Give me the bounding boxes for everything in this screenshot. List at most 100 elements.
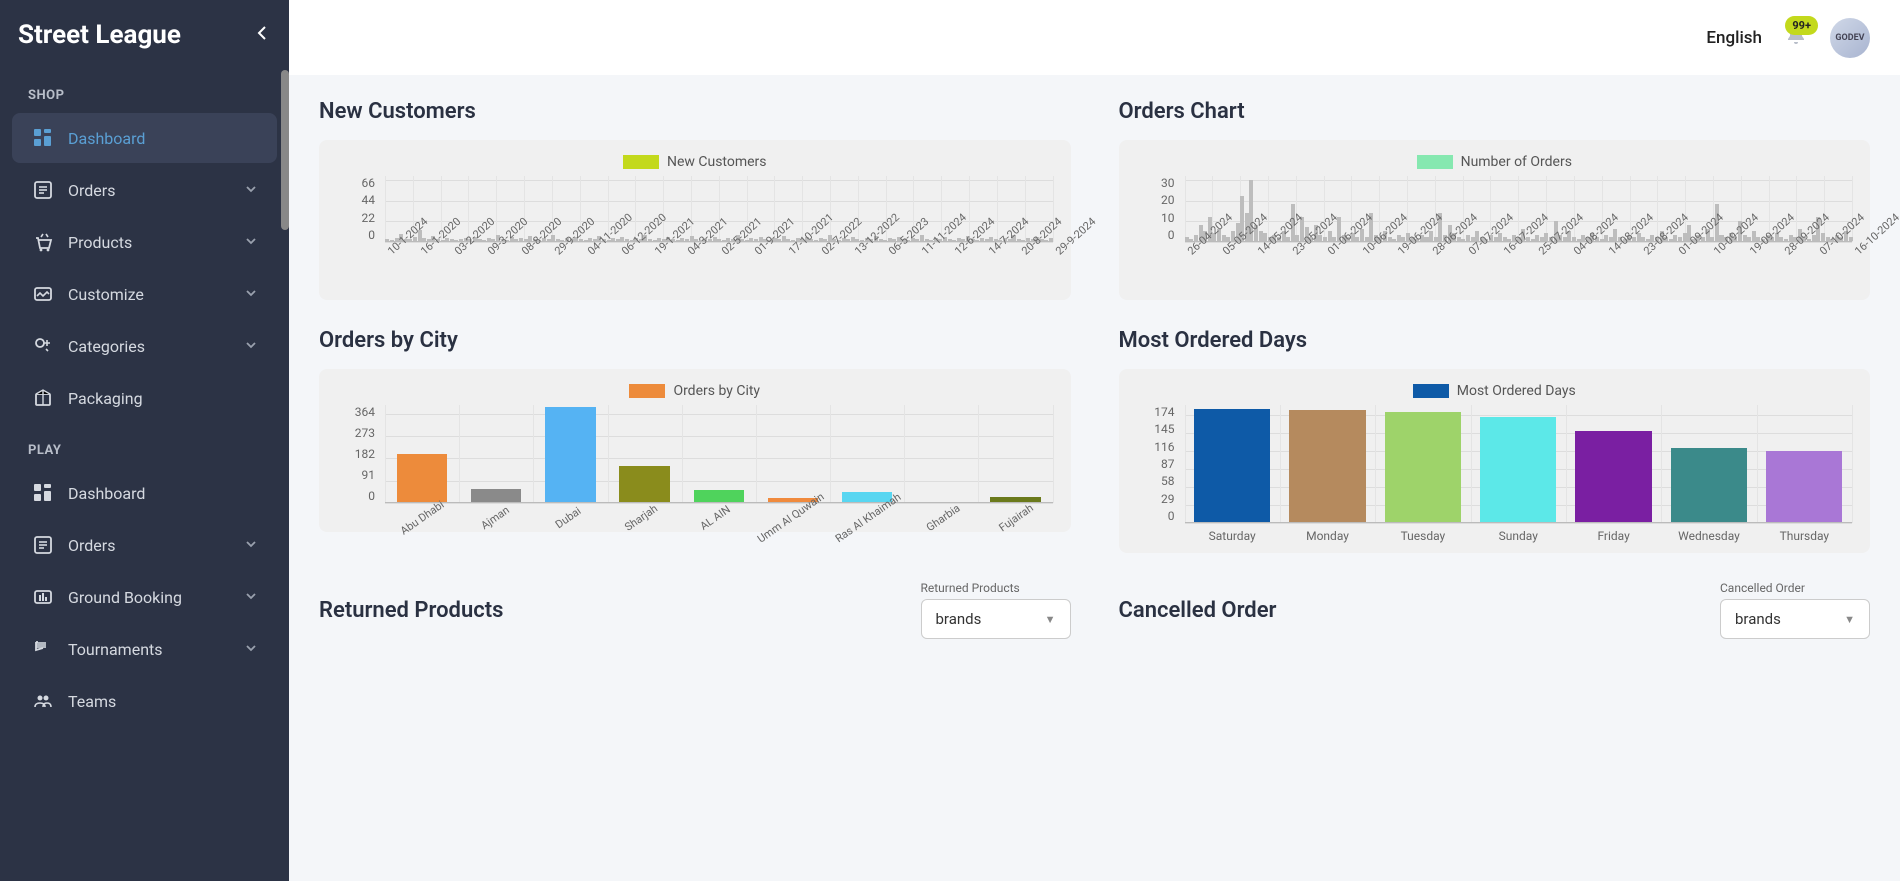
legend-label: Most Ordered Days bbox=[1457, 383, 1576, 399]
cancelled-order-title: Cancelled Order bbox=[1119, 598, 1277, 623]
user-avatar[interactable]: GODEV bbox=[1830, 18, 1870, 58]
bar bbox=[1575, 431, 1651, 522]
sidebar-item-ground-booking[interactable]: Ground Booking bbox=[12, 572, 277, 622]
bar bbox=[888, 238, 892, 241]
bar bbox=[1286, 237, 1290, 241]
bar bbox=[920, 235, 924, 241]
sidebar-item-label: Teams bbox=[68, 692, 257, 711]
chevron-down-icon bbox=[245, 538, 257, 553]
content: New Customers New Customers 6644220 bbox=[289, 75, 1900, 881]
cancelled-order-select-label: Cancelled Order bbox=[1720, 581, 1870, 595]
sidebar-item-dashboard[interactable]: Dashboard bbox=[12, 468, 277, 518]
bar bbox=[514, 239, 518, 241]
x-tick-label: Sunday bbox=[1471, 523, 1566, 543]
bar bbox=[1710, 237, 1714, 241]
notifications-button[interactable]: 99+ bbox=[1784, 24, 1808, 52]
select-value: brands bbox=[1735, 610, 1781, 628]
y-tick-label: 116 bbox=[1137, 440, 1181, 454]
x-tick-label: Wednesday bbox=[1661, 523, 1756, 543]
chevron-down-icon bbox=[245, 287, 257, 302]
y-tick-label: 0 bbox=[337, 489, 381, 503]
most-ordered-days-title: Most Ordered Days bbox=[1119, 328, 1871, 353]
sidebar: Street League SHOPDashboardOrdersProduct… bbox=[0, 0, 289, 881]
customize-icon bbox=[32, 283, 54, 305]
orders-chart: Number of Orders 3020100 26-04-202405-05… bbox=[1119, 140, 1871, 300]
sidebar-section-label: PLAY bbox=[0, 425, 289, 466]
bar bbox=[1222, 235, 1226, 241]
x-tick-label: Monday bbox=[1280, 523, 1375, 543]
y-tick-label: 10 bbox=[1137, 211, 1181, 225]
products-icon bbox=[32, 231, 54, 253]
language-selector[interactable]: English bbox=[1706, 28, 1762, 48]
x-tick-label: Saturday bbox=[1185, 523, 1280, 543]
bar bbox=[1323, 237, 1327, 241]
sidebar-item-label: Tournaments bbox=[68, 640, 245, 659]
x-tick-label: Friday bbox=[1566, 523, 1661, 543]
packaging-icon bbox=[32, 387, 54, 409]
sidebar-item-dashboard[interactable]: Dashboard bbox=[12, 113, 277, 163]
bar bbox=[685, 239, 689, 241]
bar bbox=[1328, 231, 1332, 241]
bar bbox=[1385, 412, 1461, 522]
brand-title: Street League bbox=[18, 20, 181, 50]
sidebar-item-teams[interactable]: Teams bbox=[12, 676, 277, 726]
legend-swatch bbox=[1417, 155, 1453, 169]
orders-icon bbox=[32, 534, 54, 556]
y-tick-label: 66 bbox=[337, 176, 381, 190]
legend-label: Orders by City bbox=[673, 383, 760, 399]
bar bbox=[1784, 239, 1788, 241]
cancelled-order-select[interactable]: brands ▼ bbox=[1720, 599, 1870, 639]
bar bbox=[1021, 240, 1025, 241]
ground-icon bbox=[32, 586, 54, 608]
bar bbox=[1392, 239, 1396, 241]
sidebar-item-label: Dashboard bbox=[68, 129, 257, 148]
sidebar-item-customize[interactable]: Customize bbox=[12, 269, 277, 319]
y-tick-label: 0 bbox=[337, 228, 381, 242]
returned-products-select[interactable]: brands ▼ bbox=[921, 599, 1071, 639]
returned-products-select-label: Returned Products bbox=[921, 581, 1071, 595]
x-tick-label: Thursday bbox=[1757, 523, 1852, 543]
sidebar-item-categories[interactable]: Categories bbox=[12, 321, 277, 371]
chevron-down-icon: ▼ bbox=[1045, 613, 1056, 626]
y-tick-label: 44 bbox=[337, 193, 381, 207]
sidebar-item-orders[interactable]: Orders bbox=[12, 520, 277, 570]
sidebar-item-packaging[interactable]: Packaging bbox=[12, 373, 277, 423]
bar bbox=[952, 240, 956, 241]
sidebar-item-label: Orders bbox=[68, 181, 245, 200]
new-customers-chart: New Customers 6644220 10-1-202416-1-2020… bbox=[319, 140, 1071, 300]
sidebar-item-label: Dashboard bbox=[68, 484, 257, 503]
bar bbox=[717, 239, 721, 241]
bar bbox=[1531, 239, 1535, 241]
bar bbox=[754, 239, 758, 241]
bar bbox=[584, 240, 588, 241]
bar bbox=[883, 240, 887, 241]
sidebar-collapse-button[interactable] bbox=[255, 25, 271, 45]
returned-products-title: Returned Products bbox=[319, 598, 503, 623]
notifications-badge: 99+ bbox=[1785, 16, 1818, 35]
orders-by-city-chart: Orders by City 364273182910 Abu DhabiAjm… bbox=[319, 369, 1071, 532]
bar bbox=[1503, 237, 1507, 241]
sidebar-item-orders[interactable]: Orders bbox=[12, 165, 277, 215]
legend-label: Number of Orders bbox=[1461, 154, 1572, 170]
sidebar-item-tournaments[interactable]: Tournaments bbox=[12, 624, 277, 674]
sidebar-scrollbar[interactable] bbox=[281, 70, 289, 230]
bar bbox=[1185, 237, 1189, 241]
bar bbox=[814, 240, 818, 241]
bar bbox=[1535, 235, 1539, 241]
dashboard-icon bbox=[32, 482, 54, 504]
sidebar-item-label: Packaging bbox=[68, 389, 257, 408]
categories-icon bbox=[32, 335, 54, 357]
bar bbox=[1466, 235, 1470, 241]
bar bbox=[1747, 237, 1751, 241]
chevron-down-icon bbox=[245, 183, 257, 198]
y-tick-label: 30 bbox=[1137, 176, 1181, 190]
bar bbox=[1049, 238, 1053, 241]
sidebar-item-label: Orders bbox=[68, 536, 245, 555]
bar bbox=[851, 237, 855, 241]
y-tick-label: 0 bbox=[1137, 228, 1181, 242]
sidebar-item-products[interactable]: Products bbox=[12, 217, 277, 267]
legend-swatch bbox=[1413, 384, 1449, 398]
bar bbox=[1259, 231, 1263, 241]
legend-swatch bbox=[623, 155, 659, 169]
teams-icon bbox=[32, 690, 54, 712]
